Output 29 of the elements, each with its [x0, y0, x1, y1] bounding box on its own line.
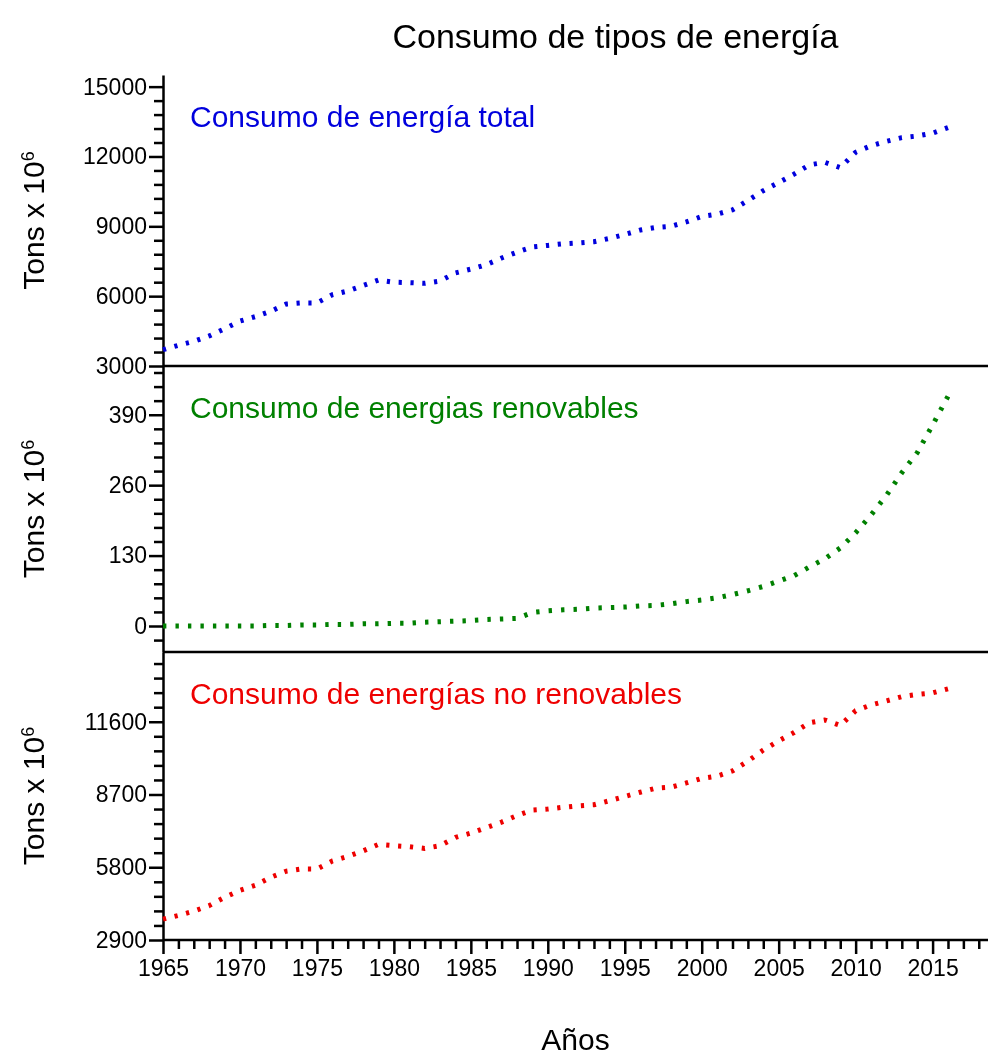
- x-tick-label: 2015: [907, 955, 959, 982]
- y-tick-label: 5800: [95, 854, 147, 881]
- x-tick-label: 1980: [368, 955, 420, 982]
- y-tick-label: 15000: [83, 73, 147, 100]
- x-tick-label: 1985: [445, 955, 497, 982]
- y-tick-label: 0: [134, 612, 147, 639]
- x-tick-label: 2010: [830, 955, 882, 982]
- y-tick-label: 9000: [95, 213, 147, 240]
- x-tick-label: 1970: [214, 955, 267, 982]
- y-tick-label: 130: [108, 542, 147, 569]
- y-tick-label: 3000: [95, 352, 147, 379]
- text: Consumo de energías no renovables: [190, 677, 682, 710]
- x-tick-label: 1990: [522, 955, 574, 982]
- x-tick-label: 2000: [676, 955, 728, 982]
- text: Consumo de energias renovables: [190, 391, 639, 424]
- y-tick-label: 6000: [95, 283, 147, 310]
- x-tick-label: 1995: [599, 955, 651, 982]
- y-tick-label: 11600: [84, 708, 147, 735]
- y-tick-label: 12000: [83, 143, 147, 170]
- y-tick-label: 390: [108, 401, 147, 428]
- x-tick-label: 2005: [753, 955, 805, 982]
- x-tick-label: 1965: [137, 955, 190, 982]
- y-tick-label: 2900: [95, 926, 147, 953]
- text: Consumo de energía total: [190, 100, 536, 133]
- chart-title: Consumo de tipos de energía: [392, 17, 839, 55]
- y-tick-label: 260: [108, 472, 147, 499]
- x-axis-title: Años: [541, 1023, 610, 1056]
- y-tick-label: 8700: [95, 781, 147, 808]
- x-tick-label: 1975: [291, 955, 343, 982]
